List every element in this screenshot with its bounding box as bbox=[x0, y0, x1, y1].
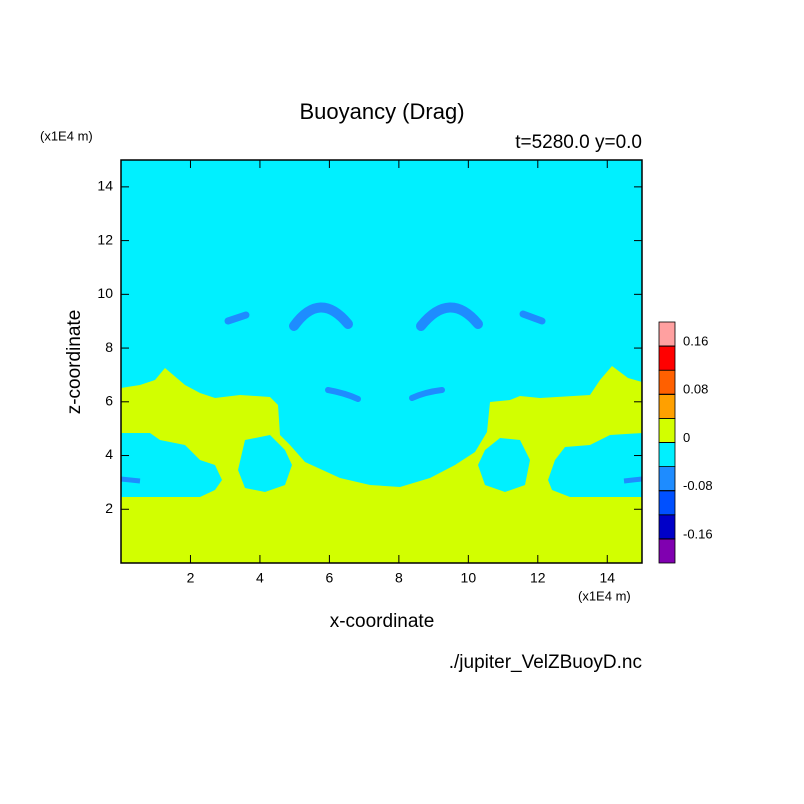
y-tick-label: 10 bbox=[97, 285, 113, 301]
x-tick-label: 6 bbox=[326, 570, 334, 586]
y-tick-label: 8 bbox=[105, 339, 113, 355]
colorbar-box bbox=[658, 321, 676, 347]
colorbar-label: -0.16 bbox=[683, 526, 713, 541]
x-axis-label: x-coordinate bbox=[330, 611, 435, 632]
colorbar-box bbox=[658, 369, 676, 395]
chart-title: Buoyancy (Drag) bbox=[299, 99, 464, 124]
x-tick-label: 4 bbox=[256, 570, 264, 586]
colorbar-label: 0.08 bbox=[683, 382, 708, 397]
region bbox=[289, 302, 353, 331]
region bbox=[409, 387, 445, 401]
colorbar-box bbox=[658, 490, 676, 516]
region bbox=[121, 433, 222, 497]
colorbar-box bbox=[658, 466, 676, 492]
colorbar-box bbox=[658, 514, 676, 540]
x-tick-label: 12 bbox=[530, 570, 546, 586]
y-tick-label: 4 bbox=[105, 446, 113, 462]
region bbox=[519, 310, 546, 325]
region bbox=[224, 311, 250, 325]
colorbar-label: 0 bbox=[683, 430, 690, 445]
region bbox=[238, 435, 292, 492]
colorbar-box bbox=[658, 345, 676, 371]
contour-field bbox=[120, 160, 643, 563]
y-axis-label: z-coordinate bbox=[64, 310, 85, 415]
region bbox=[120, 476, 141, 484]
colorbar-label: 0.16 bbox=[683, 334, 708, 349]
y-tick-label: 2 bbox=[105, 500, 113, 516]
chart-subtitle: t=5280.0 y=0.0 bbox=[515, 132, 642, 153]
colorbar-box bbox=[658, 538, 676, 564]
y-tick-label: 14 bbox=[97, 178, 113, 194]
plot-frame bbox=[120, 159, 643, 564]
x-tick-label: 14 bbox=[599, 570, 615, 586]
region bbox=[416, 302, 483, 331]
region bbox=[623, 476, 643, 484]
y-tick-label: 6 bbox=[105, 393, 113, 409]
x-tick-label: 8 bbox=[395, 570, 403, 586]
source-file: ./jupiter_VelZBuoyD.nc bbox=[449, 652, 642, 673]
y-tick-label: 12 bbox=[97, 231, 113, 247]
colorbar-label: -0.08 bbox=[683, 478, 713, 493]
y-unit: (x1E4 m) bbox=[40, 128, 93, 143]
colorbar-box bbox=[658, 393, 676, 419]
region bbox=[121, 366, 642, 563]
x-unit: (x1E4 m) bbox=[578, 588, 631, 603]
x-tick-label: 2 bbox=[187, 570, 195, 586]
colorbar-box bbox=[658, 417, 676, 443]
region bbox=[325, 387, 361, 402]
colorbar-box bbox=[658, 442, 676, 468]
region bbox=[478, 438, 530, 492]
region bbox=[548, 433, 642, 497]
x-tick-label: 10 bbox=[461, 570, 477, 586]
